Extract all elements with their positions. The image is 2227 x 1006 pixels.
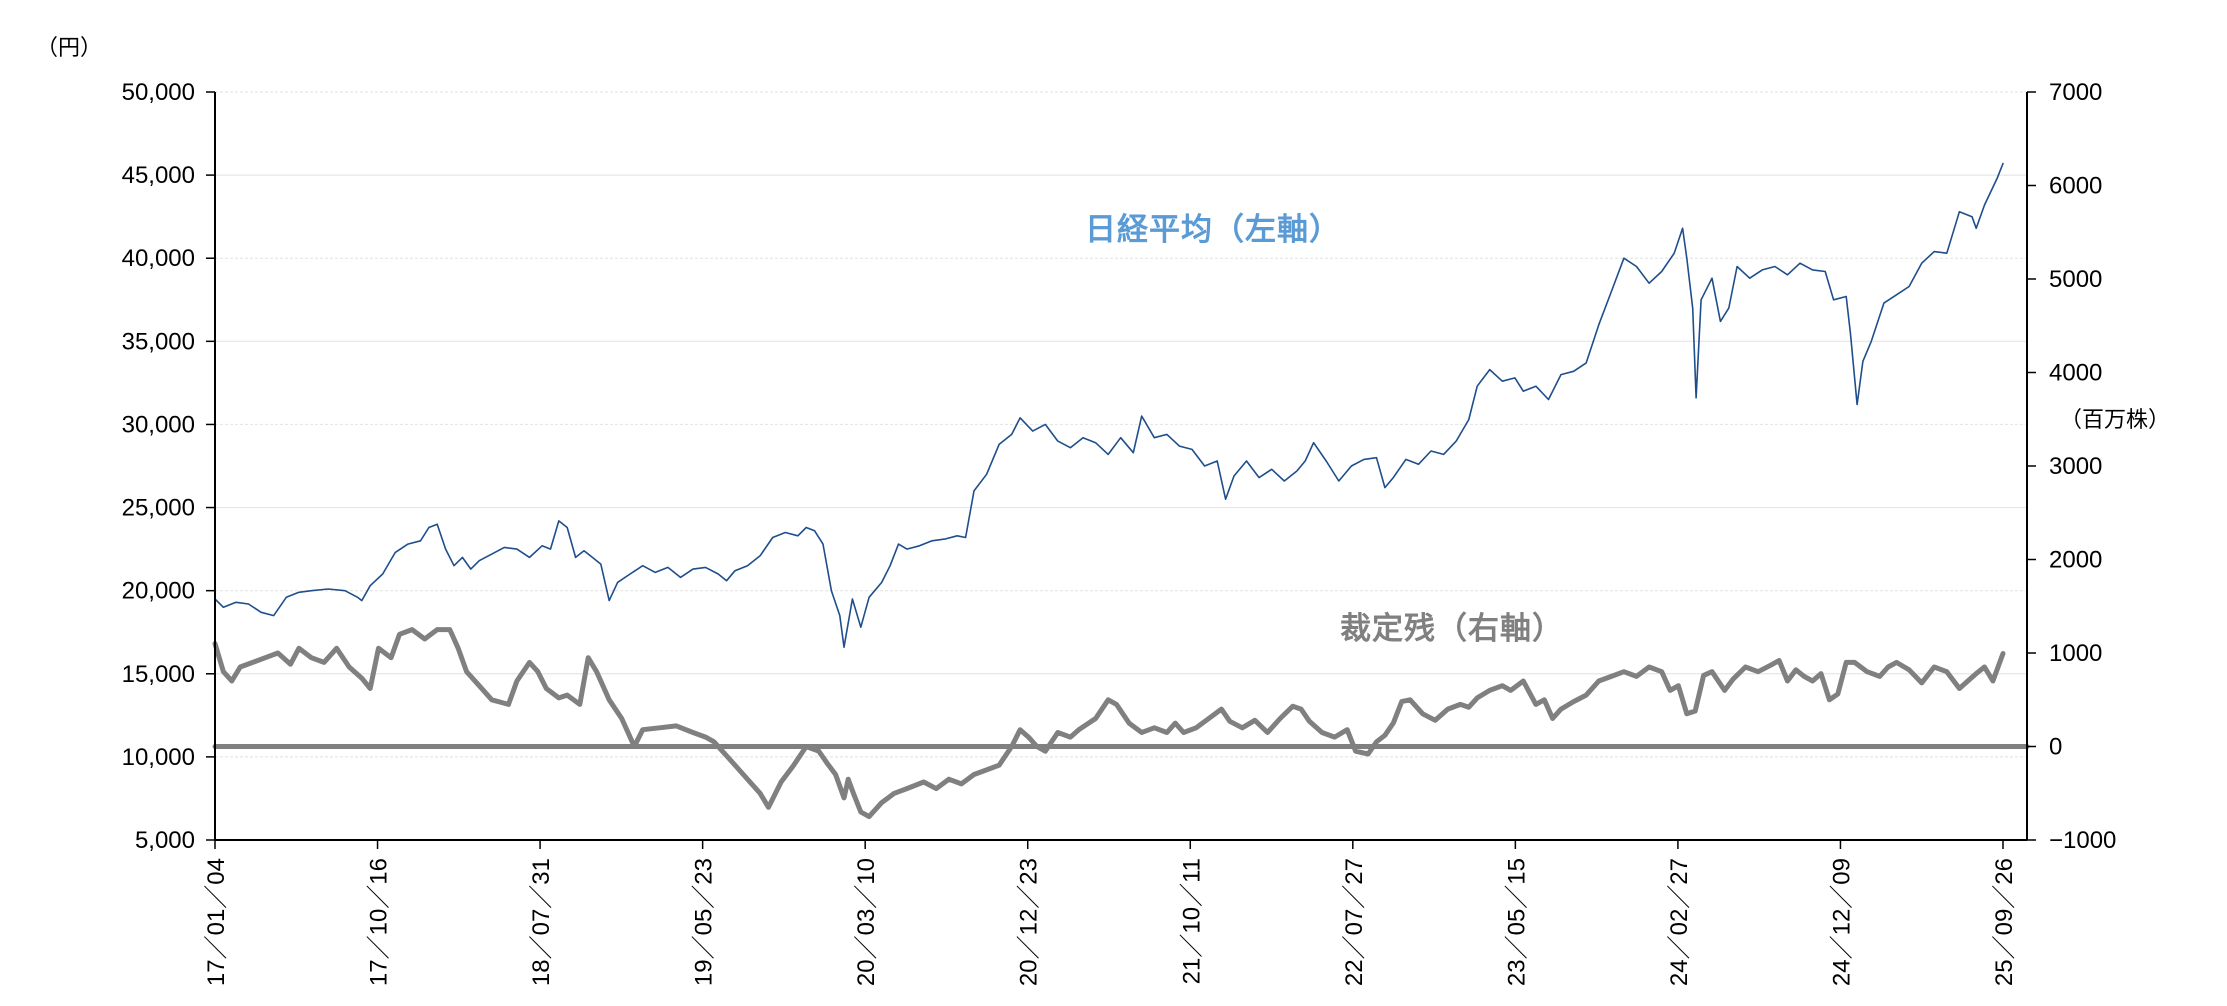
left-axis-tick-label: 15,000	[122, 661, 195, 688]
x-axis-tick-label: 22／07／27	[1341, 858, 1368, 986]
left-axis-tick-label: 5,000	[135, 827, 195, 854]
x-axis-tick-label: 25／09／26	[1991, 858, 2018, 986]
gridlines	[215, 91, 2027, 758]
series-layer	[212, 162, 2030, 820]
left-axis-tick-label: 50,000	[122, 79, 195, 106]
right-axis-tick-label: 4000	[2049, 360, 2102, 387]
arbitrage-balance-series-label: 裁定残（右軸）	[1340, 611, 1564, 647]
x-axis-tick-label: 24／02／27	[1666, 858, 1693, 986]
x-axis-tick-label: 18／07／31	[528, 858, 555, 986]
axes: 5,000 10,000 15,000 20,000 25,000 30,000 35,00…	[122, 79, 2117, 986]
right-axis-tick-label: 3000	[2049, 453, 2102, 480]
left-axis-tick-label: 45,000	[122, 162, 195, 189]
left-axis-tick-label: 30,000	[122, 411, 195, 438]
x-axis-tick-label: 17／01／04	[203, 858, 230, 986]
x-axis-tick-label: 23／05／15	[1503, 858, 1530, 986]
right-axis-tick-label: 5000	[2049, 266, 2102, 293]
nikkei-series-label: 日経平均（左軸）	[1085, 212, 1341, 248]
left-axis-tick-label: 10,000	[122, 744, 195, 771]
arbitrage-balance-line	[212, 627, 2006, 820]
left-axis-tick-label: 35,000	[122, 328, 195, 355]
left-axis-unit: （円）	[36, 36, 103, 61]
x-axis-tick-label: 17／10／16	[366, 858, 393, 986]
right-axis-tick-label: 6000	[2049, 173, 2102, 200]
right-axis-tick-label: −1000	[2049, 827, 2116, 854]
x-axis-tick-label: 19／05／23	[691, 858, 718, 986]
left-axis-tick-label: 25,000	[122, 495, 195, 522]
x-axis-tick-label: 20／03／10	[853, 858, 880, 986]
right-axis-tick-label: 2000	[2049, 547, 2102, 574]
x-axis-tick-label: 24／12／09	[1828, 858, 1855, 986]
left-axis-tick-label: 40,000	[122, 245, 195, 272]
right-axis-unit: （百万株）	[2060, 408, 2171, 433]
x-axis-tick-label: 20／12／23	[1016, 858, 1043, 986]
x-axis-tick-label: 21／10／11	[1178, 858, 1205, 984]
right-axis-tick-label: 0	[2049, 734, 2062, 761]
right-axis-tick-label: 1000	[2049, 640, 2102, 667]
nikkei-average-line	[214, 162, 2004, 649]
right-axis-tick-label: 7000	[2049, 79, 2102, 106]
left-axis-tick-label: 20,000	[122, 578, 195, 605]
